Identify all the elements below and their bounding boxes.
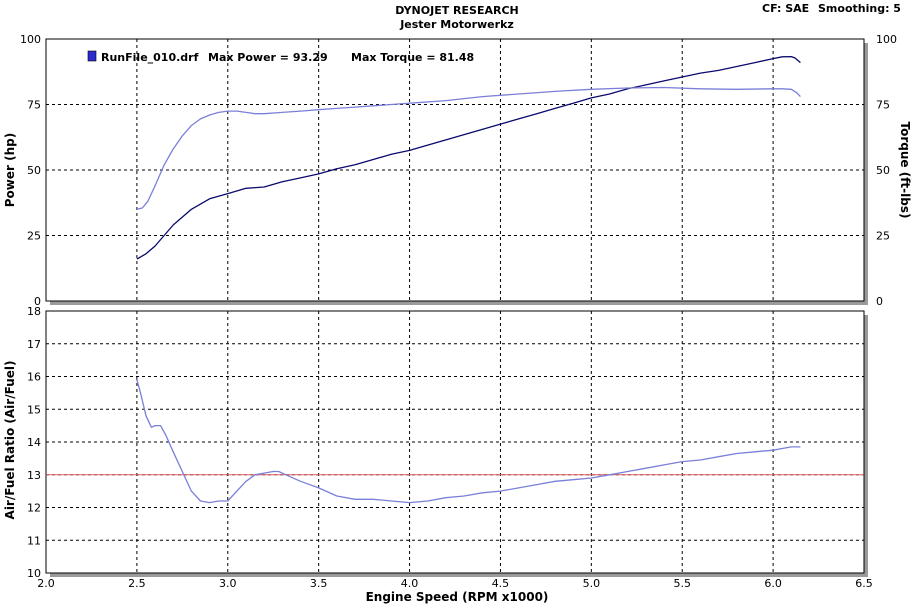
afr-axis-ticks: 10 11 12 13 14 15 16 17 18 xyxy=(27,305,41,580)
y-tick-label: 15 xyxy=(27,403,41,416)
afr-panel: 10 11 12 13 14 15 16 17 18 2.0 2.5 3.0 3.5 4.0 4.5 5.0… xyxy=(3,305,873,604)
y2-tick-label: 0 xyxy=(876,295,883,308)
legend-swatch xyxy=(87,50,97,62)
y2-tick-label: 25 xyxy=(876,230,890,243)
x-tick-label: 6.0 xyxy=(764,577,782,590)
smoothing-label: Smoothing: 5 xyxy=(818,2,901,15)
y2-tick-label: 100 xyxy=(876,33,897,46)
afr-series-line xyxy=(136,379,801,504)
legend-run-label: RunFile_010.drf xyxy=(101,51,199,64)
x-tick-label: 5.5 xyxy=(673,577,691,590)
power-axis-ticks: 0 25 50 75 100 xyxy=(20,33,41,308)
y-tick-label: 50 xyxy=(27,164,41,177)
y-tick-label: 100 xyxy=(20,33,41,46)
y-tick-label: 10 xyxy=(27,567,41,580)
afr-series xyxy=(136,379,801,504)
cf-label: CF: SAE xyxy=(762,2,809,15)
y-tick-label: 11 xyxy=(27,534,41,547)
y-tick-label: 25 xyxy=(27,230,41,243)
x-tick-label: 3.5 xyxy=(310,577,328,590)
x-tick-label: 5.0 xyxy=(583,577,601,590)
y-tick-label: 14 xyxy=(27,436,41,449)
y-tick-label: 0 xyxy=(34,295,41,308)
afr-axis-label: Air/Fuel Ratio (Air/Fuel) xyxy=(3,361,17,520)
x-tick-label: 4.0 xyxy=(401,577,419,590)
y-tick-label: 17 xyxy=(27,338,41,351)
x-tick-label: 4.5 xyxy=(492,577,510,590)
y-tick-label: 12 xyxy=(27,502,41,515)
torque-axis-label: Torque (ft-lbs) xyxy=(898,122,912,219)
y2-tick-label: 75 xyxy=(876,99,890,112)
power-torque-series xyxy=(136,55,801,260)
rpm-axis-ticks: 2.0 2.5 3.0 3.5 4.0 4.5 5.0 5.5 6.0 6.5 xyxy=(37,577,873,590)
rpm-axis-label: Engine Speed (RPM x1000) xyxy=(366,590,549,604)
bottom-grid xyxy=(46,311,864,573)
chart-title: DYNOJET RESEARCH xyxy=(395,4,518,17)
x-tick-label: 6.5 xyxy=(855,577,873,590)
chart-subtitle: Jester Motorwerkz xyxy=(399,18,514,31)
y-tick-label: 16 xyxy=(27,371,41,384)
y-tick-label: 13 xyxy=(27,469,41,482)
legend-max-torque: Max Torque = 81.48 xyxy=(351,51,474,64)
power-torque-panel: 0 25 50 75 100 0 25 50 75 100 Power (hp) Torque … xyxy=(3,33,912,308)
x-tick-label: 2.0 xyxy=(37,577,55,590)
y2-tick-label: 50 xyxy=(876,164,890,177)
torque-axis-ticks: 0 25 50 75 100 xyxy=(876,33,897,308)
y-tick-label: 18 xyxy=(27,305,41,318)
top-grid xyxy=(46,39,864,301)
x-tick-label: 2.5 xyxy=(128,577,146,590)
x-tick-label: 3.0 xyxy=(219,577,237,590)
torque-series-line xyxy=(136,86,801,210)
power-series-line xyxy=(136,55,801,260)
legend-max-power: Max Power = 93.29 xyxy=(208,51,328,64)
power-axis-label: Power (hp) xyxy=(3,133,17,207)
y-tick-label: 75 xyxy=(27,99,41,112)
legend: RunFile_010.drf Max Power = 93.29 Max To… xyxy=(87,50,474,64)
